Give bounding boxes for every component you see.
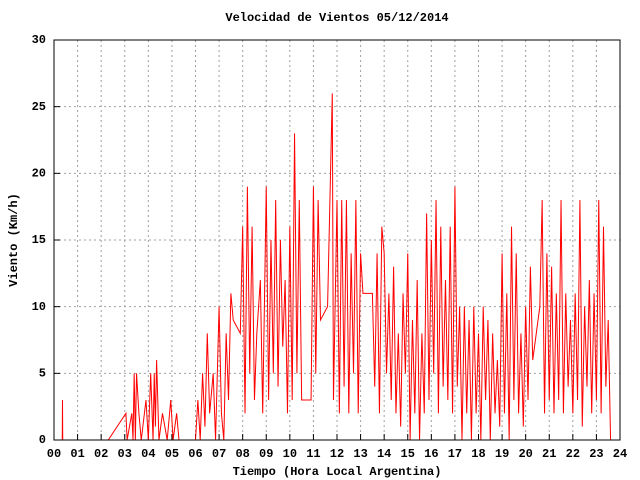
- x-tick-label: 03: [118, 447, 132, 461]
- x-tick-label: 07: [212, 447, 226, 461]
- y-tick-label: 20: [32, 167, 46, 181]
- x-tick-label: 01: [70, 447, 84, 461]
- x-tick-label: 06: [188, 447, 202, 461]
- x-tick-label: 09: [259, 447, 273, 461]
- x-tick-label: 17: [448, 447, 462, 461]
- chart-title: Velocidad de Vientos 05/12/2014: [225, 11, 448, 25]
- x-tick-label: 13: [353, 447, 367, 461]
- y-tick-label: 30: [32, 33, 46, 47]
- data-line: [54, 93, 612, 441]
- x-tick-label: 11: [306, 447, 320, 461]
- x-tick-label: 23: [589, 447, 603, 461]
- x-tick-label: 21: [542, 447, 556, 461]
- x-tick-label: 19: [495, 447, 509, 461]
- y-tick-label: 10: [32, 300, 46, 314]
- x-tick-label: 20: [518, 447, 532, 461]
- x-tick-label: 24: [613, 447, 627, 461]
- y-tick-label: 0: [39, 433, 46, 447]
- x-tick-label: 22: [566, 447, 580, 461]
- x-tick-label: 04: [141, 447, 155, 461]
- y-tick-label: 25: [32, 100, 46, 114]
- x-tick-label: 00: [47, 447, 61, 461]
- y-tick-label: 5: [39, 367, 46, 381]
- y-axis-label: Viento (Km/h): [7, 193, 21, 287]
- x-tick-label: 14: [377, 447, 391, 461]
- x-tick-label: 15: [401, 447, 415, 461]
- x-tick-label: 02: [94, 447, 108, 461]
- y-tick-label: 15: [32, 233, 46, 247]
- x-tick-label: 18: [471, 447, 485, 461]
- x-axis-label: Tiempo (Hora Local Argentina): [233, 465, 442, 479]
- x-tick-label: 10: [283, 447, 297, 461]
- x-tick-label: 08: [235, 447, 249, 461]
- x-tick-label: 12: [330, 447, 344, 461]
- x-tick-label: 05: [165, 447, 179, 461]
- x-tick-label: 16: [424, 447, 438, 461]
- plot-border: [53, 39, 621, 441]
